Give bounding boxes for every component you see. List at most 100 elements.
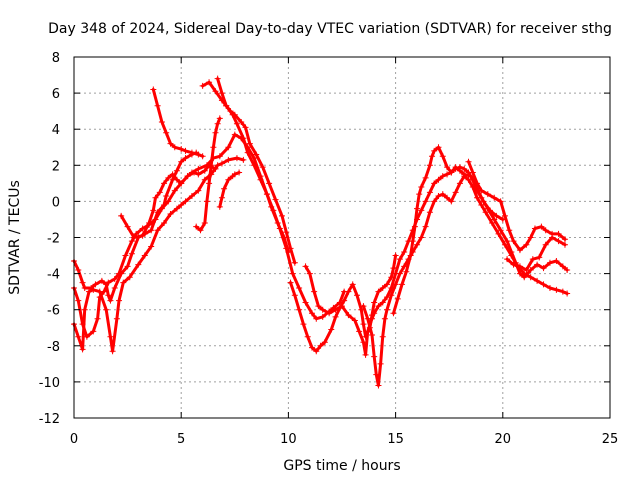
x-tick-label: 0 bbox=[70, 432, 78, 447]
data-point bbox=[266, 180, 273, 187]
data-point bbox=[150, 207, 157, 214]
data-point bbox=[345, 288, 352, 295]
data-point bbox=[409, 238, 416, 245]
data-point bbox=[165, 198, 172, 205]
data-point bbox=[401, 248, 408, 255]
data-point bbox=[240, 156, 247, 163]
data-point bbox=[152, 194, 159, 201]
data-point bbox=[501, 212, 508, 219]
data-point bbox=[549, 234, 556, 241]
series-line bbox=[289, 254, 398, 353]
data-point bbox=[426, 162, 433, 169]
series-line bbox=[194, 116, 222, 232]
data-point bbox=[379, 285, 386, 292]
data-point bbox=[272, 196, 279, 203]
data-point bbox=[178, 202, 185, 209]
data-point bbox=[107, 297, 114, 304]
y-tick-label: 6 bbox=[52, 87, 60, 102]
data-point bbox=[201, 176, 208, 183]
data-point bbox=[564, 266, 571, 273]
data-point bbox=[542, 227, 549, 234]
series-line bbox=[72, 156, 245, 353]
data-point bbox=[313, 348, 320, 355]
data-point bbox=[392, 252, 399, 259]
data-point bbox=[182, 198, 189, 205]
data-point bbox=[195, 187, 202, 194]
data-point bbox=[486, 207, 493, 214]
data-point bbox=[523, 266, 530, 273]
data-point bbox=[341, 297, 348, 304]
data-point bbox=[221, 185, 228, 192]
data-point bbox=[431, 147, 438, 154]
data-point bbox=[360, 303, 367, 310]
data-point bbox=[75, 333, 82, 340]
data-point bbox=[231, 131, 238, 138]
data-point bbox=[308, 344, 315, 351]
data-point bbox=[392, 281, 399, 288]
data-point bbox=[103, 306, 110, 313]
data-point bbox=[411, 223, 418, 230]
data-point bbox=[81, 285, 88, 292]
x-tick-label: 10 bbox=[280, 432, 297, 447]
data-point bbox=[285, 248, 292, 255]
data-point bbox=[173, 205, 180, 212]
data-point bbox=[474, 180, 481, 187]
data-point bbox=[416, 191, 423, 198]
data-point bbox=[201, 167, 208, 174]
data-point bbox=[169, 171, 176, 178]
data-point bbox=[564, 290, 571, 297]
data-point bbox=[188, 192, 195, 199]
data-point bbox=[375, 382, 382, 389]
data-point bbox=[75, 266, 82, 273]
data-point bbox=[497, 227, 504, 234]
data-point bbox=[452, 164, 459, 171]
data-point bbox=[253, 151, 260, 158]
data-point bbox=[429, 153, 436, 160]
data-point bbox=[302, 263, 309, 270]
data-point bbox=[212, 165, 219, 172]
y-tick-label: -12 bbox=[39, 412, 60, 427]
data-point bbox=[384, 281, 391, 288]
data-point bbox=[111, 285, 118, 292]
data-point bbox=[332, 313, 339, 320]
y-tick-label: -8 bbox=[47, 340, 60, 355]
data-point bbox=[178, 158, 185, 165]
data-point bbox=[371, 299, 378, 306]
data-point bbox=[193, 223, 200, 230]
y-tick-label: -10 bbox=[39, 376, 60, 391]
data-point bbox=[233, 155, 240, 162]
data-point bbox=[516, 247, 523, 254]
data-point bbox=[225, 144, 232, 151]
data-point bbox=[422, 174, 429, 181]
data-point bbox=[75, 297, 82, 304]
data-point bbox=[315, 303, 322, 310]
y-tick-label: 2 bbox=[52, 159, 60, 174]
data-point bbox=[216, 203, 223, 210]
data-point bbox=[109, 348, 116, 355]
data-point bbox=[148, 227, 155, 234]
data-point bbox=[274, 220, 281, 227]
data-point bbox=[139, 232, 146, 239]
data-point bbox=[529, 256, 536, 263]
data-point bbox=[150, 86, 157, 93]
data-point bbox=[465, 158, 472, 165]
data-point bbox=[384, 306, 391, 313]
data-point bbox=[296, 285, 303, 292]
data-point bbox=[214, 120, 221, 127]
data-point bbox=[521, 270, 528, 277]
series-track-14 bbox=[465, 158, 568, 254]
series-line bbox=[216, 77, 290, 254]
data-point bbox=[152, 216, 159, 223]
data-point bbox=[489, 220, 496, 227]
series-line bbox=[304, 165, 569, 357]
data-point bbox=[379, 299, 386, 306]
data-point bbox=[394, 295, 401, 302]
data-point bbox=[317, 342, 324, 349]
data-point bbox=[210, 144, 217, 151]
data-point bbox=[407, 252, 414, 259]
data-point bbox=[414, 205, 421, 212]
data-point bbox=[154, 227, 161, 234]
data-point bbox=[128, 238, 135, 245]
data-point bbox=[339, 303, 345, 310]
data-point bbox=[461, 171, 468, 178]
